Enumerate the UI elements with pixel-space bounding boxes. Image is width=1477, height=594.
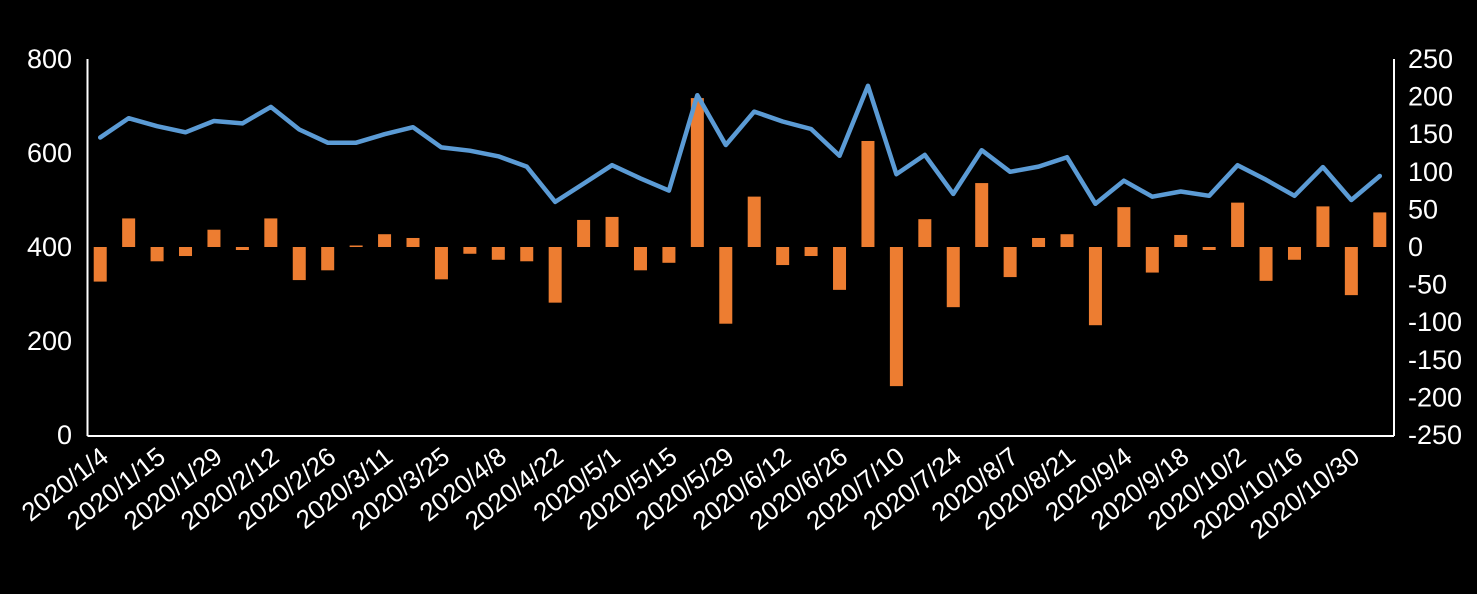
bar bbox=[93, 247, 107, 282]
bar bbox=[1060, 234, 1074, 247]
bar bbox=[1316, 206, 1330, 247]
bar bbox=[1003, 247, 1017, 278]
left-axis-tick-label: 600 bbox=[27, 138, 72, 168]
bar bbox=[577, 219, 591, 247]
bar bbox=[1145, 247, 1159, 273]
right-axis-tick-label: -150 bbox=[1408, 345, 1462, 375]
left-axis-tick-label: 0 bbox=[57, 420, 72, 450]
bar bbox=[491, 247, 505, 260]
bar bbox=[690, 98, 704, 247]
bar bbox=[264, 218, 278, 247]
left-axis-tick-label: 800 bbox=[27, 44, 72, 74]
bar bbox=[946, 247, 960, 308]
bar bbox=[633, 247, 647, 271]
bar bbox=[833, 247, 847, 290]
bar bbox=[605, 216, 619, 247]
bar bbox=[406, 237, 420, 247]
right-axis-tick-label: 100 bbox=[1408, 157, 1453, 187]
right-axis-tick-label: 250 bbox=[1408, 44, 1453, 74]
bar bbox=[292, 247, 306, 281]
bar bbox=[122, 218, 136, 247]
bar bbox=[235, 247, 249, 251]
bar bbox=[1287, 247, 1301, 260]
bar bbox=[1174, 234, 1188, 247]
left-axis-tick-label: 200 bbox=[27, 326, 72, 356]
bar bbox=[1344, 247, 1358, 296]
bar bbox=[719, 247, 733, 324]
bar bbox=[889, 247, 903, 387]
right-axis-tick-label: -200 bbox=[1408, 382, 1462, 412]
bar bbox=[378, 234, 392, 247]
bar bbox=[662, 247, 676, 263]
bar bbox=[1117, 207, 1131, 247]
right-axis-tick-label: 50 bbox=[1408, 194, 1438, 224]
bar bbox=[207, 229, 221, 247]
bar bbox=[434, 247, 448, 280]
bar bbox=[1373, 212, 1387, 247]
bar bbox=[1231, 202, 1245, 247]
bar bbox=[150, 247, 164, 262]
bar bbox=[548, 247, 562, 303]
bar bbox=[747, 196, 761, 247]
bar bbox=[861, 140, 875, 247]
line-series-path bbox=[97, 83, 1383, 207]
bar bbox=[349, 245, 363, 247]
right-axis-tick-label: 200 bbox=[1408, 82, 1453, 112]
bar bbox=[804, 247, 818, 257]
bar bbox=[975, 183, 989, 247]
right-axis-tick-label: -100 bbox=[1408, 307, 1462, 337]
bar bbox=[463, 247, 477, 254]
bar bbox=[1202, 247, 1216, 251]
left-axis-tick-label: 400 bbox=[27, 232, 72, 262]
right-axis-tick-label: -50 bbox=[1408, 270, 1447, 300]
right-axis-tick-label: -250 bbox=[1408, 420, 1462, 450]
bar bbox=[918, 219, 932, 247]
bar bbox=[520, 247, 534, 262]
bar bbox=[776, 247, 790, 266]
bar bbox=[1088, 247, 1102, 326]
bar bbox=[179, 247, 193, 257]
bar bbox=[1259, 247, 1273, 281]
right-axis-tick-label: 150 bbox=[1408, 119, 1453, 149]
right-axis-tick-label: 0 bbox=[1408, 232, 1423, 262]
bar bbox=[321, 247, 335, 271]
bar bbox=[1032, 237, 1046, 247]
